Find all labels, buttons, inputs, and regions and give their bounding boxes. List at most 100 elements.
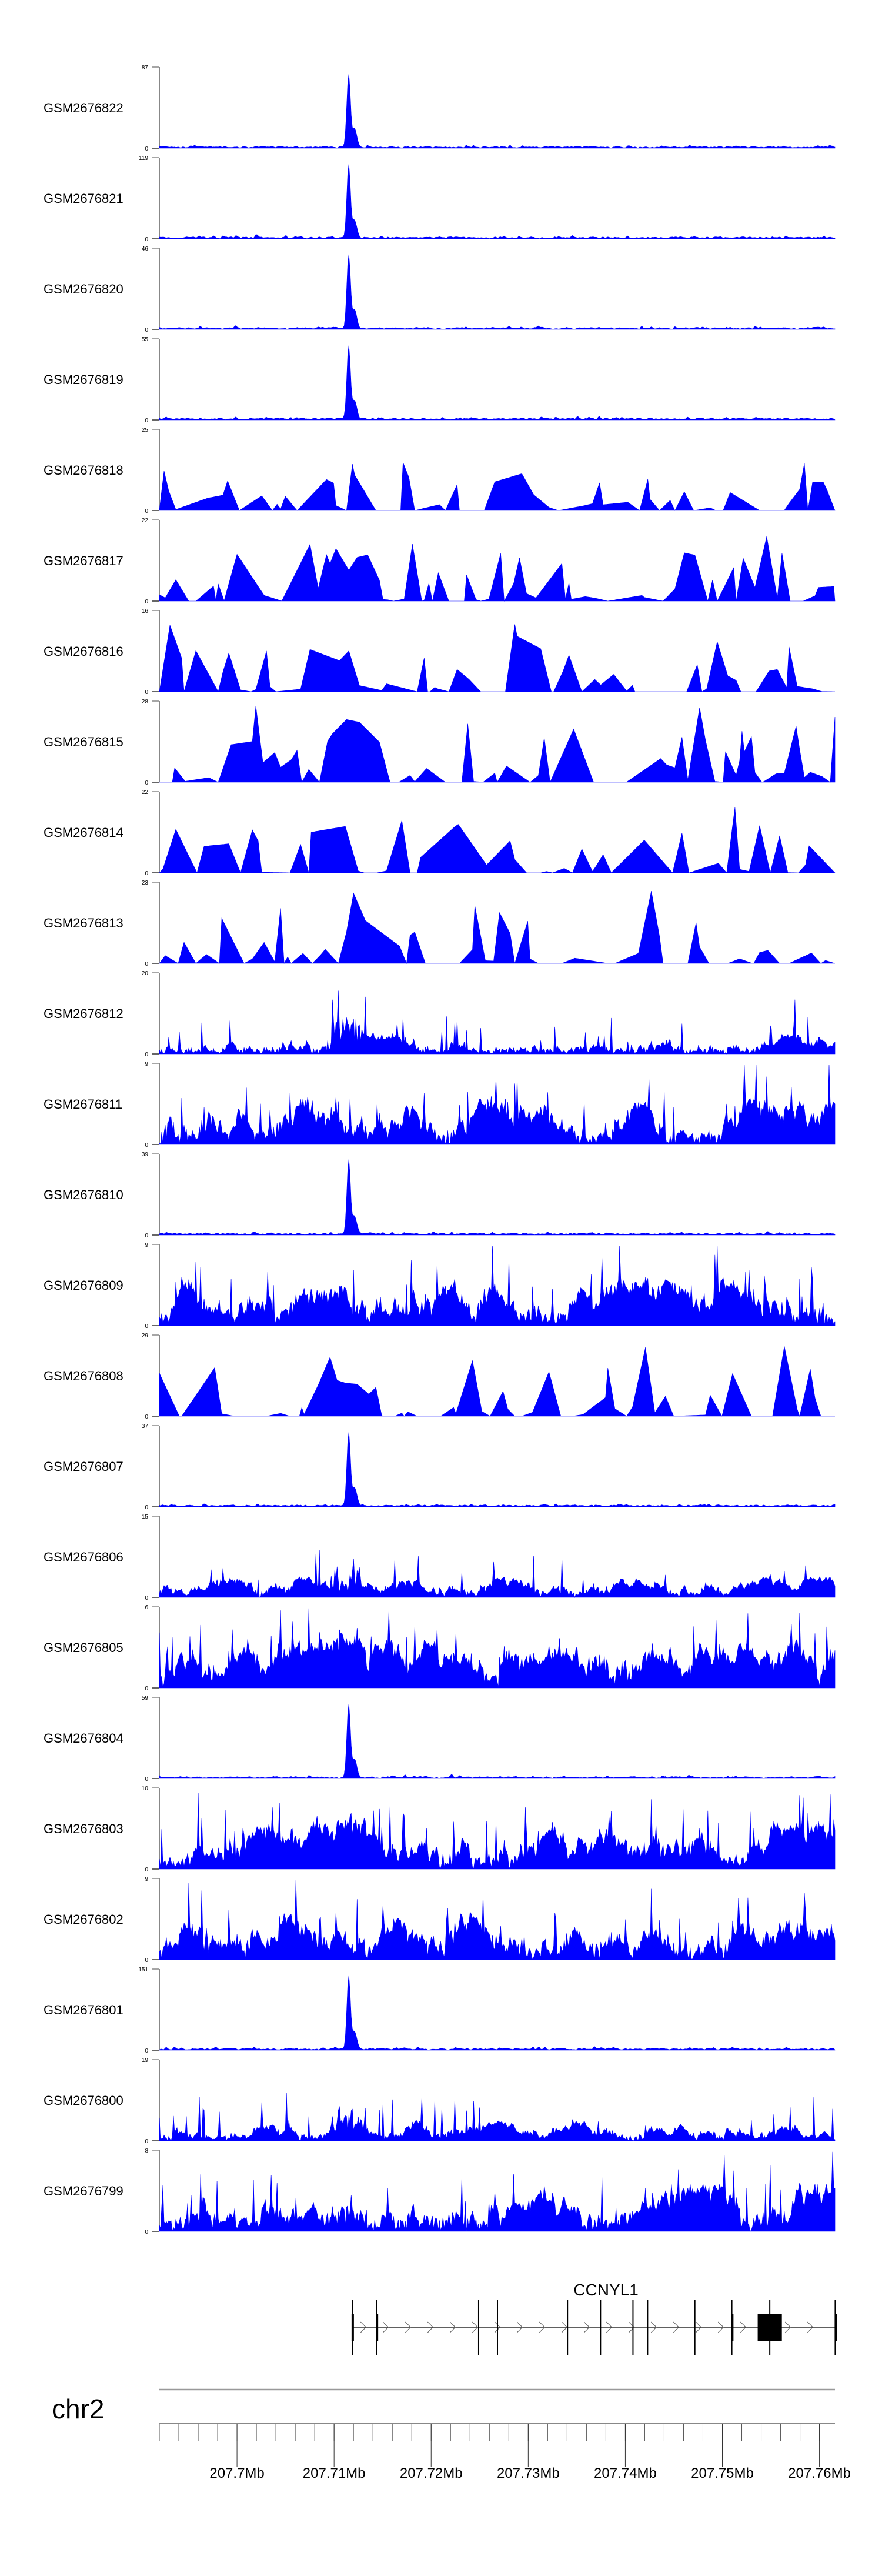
y-axis-min-label: 0 — [145, 327, 148, 333]
track: GSM2676801 151 0 — [44, 1967, 836, 2054]
signal-area — [159, 254, 836, 330]
y-axis-max-label: 59 — [142, 1695, 149, 1701]
signal-area — [159, 2151, 836, 2232]
y-axis-min-label: 0 — [145, 2229, 148, 2235]
exon-box — [835, 2314, 837, 2341]
signal-area — [159, 74, 836, 149]
track: GSM2676805 6 0 — [44, 1604, 836, 1692]
signal-area — [159, 990, 836, 1055]
y-axis-max-label: 22 — [142, 789, 149, 796]
strand-arrow-icon — [784, 2321, 791, 2333]
track: GSM2676804 59 0 — [44, 1695, 836, 1783]
track: GSM2676800 19 0 — [44, 2057, 836, 2145]
signal-area — [159, 345, 836, 421]
y-axis-max-label: 8 — [145, 2148, 148, 2154]
y-axis-max-label: 6 — [145, 1604, 148, 1611]
track: GSM2676817 22 0 — [44, 518, 836, 605]
strand-arrow-icon — [449, 2321, 456, 2333]
strand-arrow-icon — [717, 2321, 724, 2333]
y-axis-max-label: 15 — [142, 1514, 149, 1520]
x-tick-label: 207.74Mb — [594, 2465, 657, 2481]
y-axis-max-label: 9 — [145, 1876, 148, 1883]
track-label: GSM2676807 — [44, 1459, 123, 1474]
exon-box — [757, 2314, 782, 2341]
genome-axis: chr2 207.7Mb 207.71Mb 207.72Mb 207.73Mb 207.… — [52, 2388, 851, 2481]
track-label: GSM2676815 — [44, 735, 123, 749]
track: GSM2676808 29 0 — [44, 1333, 835, 1420]
track: GSM2676812 20 0 — [44, 970, 836, 1058]
y-axis-min-label: 0 — [145, 1052, 148, 1058]
track-label: GSM2676820 — [44, 282, 123, 296]
y-axis-max-label: 37 — [142, 1423, 149, 1430]
x-tick-label: 207.71Mb — [303, 2465, 366, 2481]
y-axis-max-label: 9 — [145, 1242, 148, 1249]
y-axis-min-label: 0 — [145, 2138, 148, 2145]
strand-arrow-icon — [382, 2321, 389, 2333]
track: GSM2676813 23 0 — [44, 880, 836, 967]
signal-area — [159, 1159, 836, 1236]
signal-area — [159, 163, 836, 239]
y-axis-min-label: 0 — [145, 508, 148, 515]
y-axis-min-label: 0 — [145, 1414, 148, 1420]
strand-arrow-icon — [427, 2321, 434, 2333]
strand-arrow-icon — [628, 2321, 635, 2333]
chromosome-label: chr2 — [52, 2394, 104, 2424]
y-axis-min-label: 0 — [145, 418, 148, 424]
y-axis-max-label: 151 — [138, 1967, 148, 1973]
y-axis-max-label: 10 — [142, 1786, 149, 1792]
track: GSM2676819 55 0 — [44, 336, 836, 424]
strand-arrow-icon — [695, 2321, 702, 2333]
signal-area — [159, 1550, 836, 1599]
strand-arrow-icon — [472, 2321, 479, 2333]
exon-box — [731, 2314, 734, 2341]
exon-box — [376, 2314, 379, 2341]
y-axis-max-label: 20 — [142, 970, 149, 977]
y-axis-min-label: 0 — [145, 1776, 148, 1783]
signal-area — [159, 536, 836, 602]
exon-box — [351, 2314, 354, 2341]
signal-area — [159, 1703, 836, 1779]
y-axis-max-label: 87 — [142, 65, 149, 71]
track-label: GSM2676812 — [44, 1006, 123, 1021]
y-axis-min-label: 0 — [145, 236, 148, 243]
track: GSM2676807 37 0 — [44, 1423, 836, 1511]
track-label: GSM2676810 — [44, 1187, 123, 1202]
track-label: GSM2676802 — [44, 1912, 123, 1927]
signal-area — [159, 1880, 836, 1960]
y-axis-max-label: 29 — [142, 1333, 149, 1339]
track-label: GSM2676817 — [44, 553, 123, 568]
y-axis-max-label: 16 — [142, 608, 149, 615]
y-axis-min-label: 0 — [145, 870, 148, 877]
signal-area — [159, 2093, 836, 2141]
signal-area — [159, 462, 836, 511]
y-axis-min-label: 0 — [145, 1323, 148, 1330]
x-tick-label: 207.72Mb — [400, 2465, 463, 2481]
strand-arrow-icon — [494, 2321, 501, 2333]
signal-area — [159, 624, 835, 692]
gene-track: CCNYL1 — [351, 2281, 837, 2355]
strand-arrow-icon — [606, 2321, 613, 2333]
gene-name-label: CCNYL1 — [573, 2281, 638, 2299]
track-label: GSM2676806 — [44, 1550, 123, 1564]
track: GSM2676821 119 0 — [44, 155, 836, 243]
track: GSM2676820 46 0 — [44, 246, 836, 333]
track: GSM2676815 28 0 — [44, 699, 836, 786]
y-axis-max-label: 22 — [142, 518, 149, 524]
signal-area — [159, 1065, 836, 1145]
track-label: GSM2676811 — [44, 1097, 122, 1112]
signal-area — [159, 1346, 835, 1417]
x-tick-label: 207.7Mb — [209, 2465, 264, 2481]
track: GSM2676809 9 0 — [44, 1242, 836, 1330]
y-axis-max-label: 55 — [142, 336, 149, 343]
y-axis-max-label: 39 — [142, 1152, 149, 1158]
track-label: GSM2676801 — [44, 2003, 123, 2017]
track-label: GSM2676804 — [44, 1731, 123, 1746]
y-axis-max-label: 25 — [142, 427, 149, 433]
signal-area — [159, 1432, 836, 1507]
signal-area — [159, 1246, 836, 1326]
x-tick-label: 207.76Mb — [788, 2465, 851, 2481]
track-label: GSM2676803 — [44, 1821, 123, 1836]
x-tick-label: 207.73Mb — [497, 2465, 560, 2481]
track: GSM2676806 15 0 — [44, 1514, 836, 1601]
